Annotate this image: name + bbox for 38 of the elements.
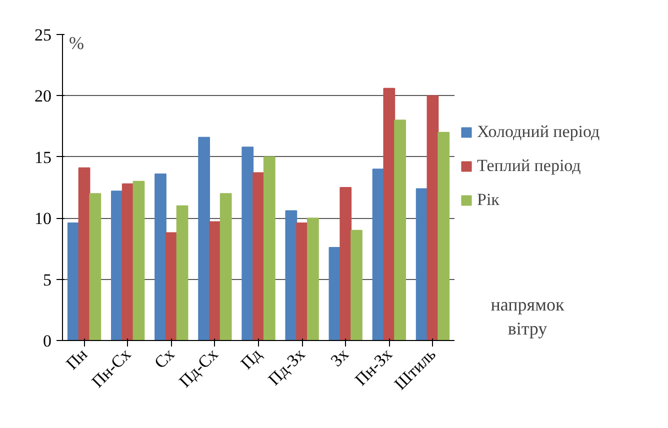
bar <box>383 88 396 340</box>
bar <box>111 190 123 340</box>
x-tick-label: Пн <box>62 344 91 374</box>
y-tick-label: 15 <box>34 148 52 167</box>
y-tick-label: 5 <box>43 270 52 290</box>
bar <box>296 222 308 340</box>
legend-label: Рік <box>477 190 500 210</box>
legend-label: Теплий період <box>477 156 581 176</box>
bar <box>154 174 166 340</box>
bar <box>209 221 221 340</box>
bar <box>263 156 276 340</box>
bar <box>416 188 428 340</box>
legend-label: Холодний період <box>477 122 600 142</box>
bar <box>198 136 210 340</box>
bar <box>67 222 80 340</box>
x-tick-label: Зх <box>326 344 353 370</box>
bar <box>165 232 178 340</box>
bar <box>340 187 352 340</box>
bar <box>242 146 254 340</box>
y-tick-label: 25 <box>34 26 52 44</box>
x-tick-label: Сх <box>150 344 178 372</box>
bar <box>176 205 188 340</box>
bar <box>394 120 406 340</box>
bar <box>252 172 264 340</box>
y-tick-label: 0 <box>43 332 52 350</box>
y-tick-label: 10 <box>34 209 52 228</box>
bar <box>438 132 450 340</box>
bar <box>285 210 298 340</box>
bar <box>122 183 134 340</box>
bar <box>307 218 319 340</box>
bar <box>132 180 145 340</box>
bar <box>220 193 232 340</box>
x-tick-label: Пд <box>236 344 266 374</box>
y-axis-title: % <box>69 32 84 53</box>
x-axis-title: напрямок вітру <box>490 294 564 338</box>
bar <box>89 193 102 340</box>
bar <box>350 230 362 340</box>
y-tick-label: 20 <box>34 86 52 106</box>
